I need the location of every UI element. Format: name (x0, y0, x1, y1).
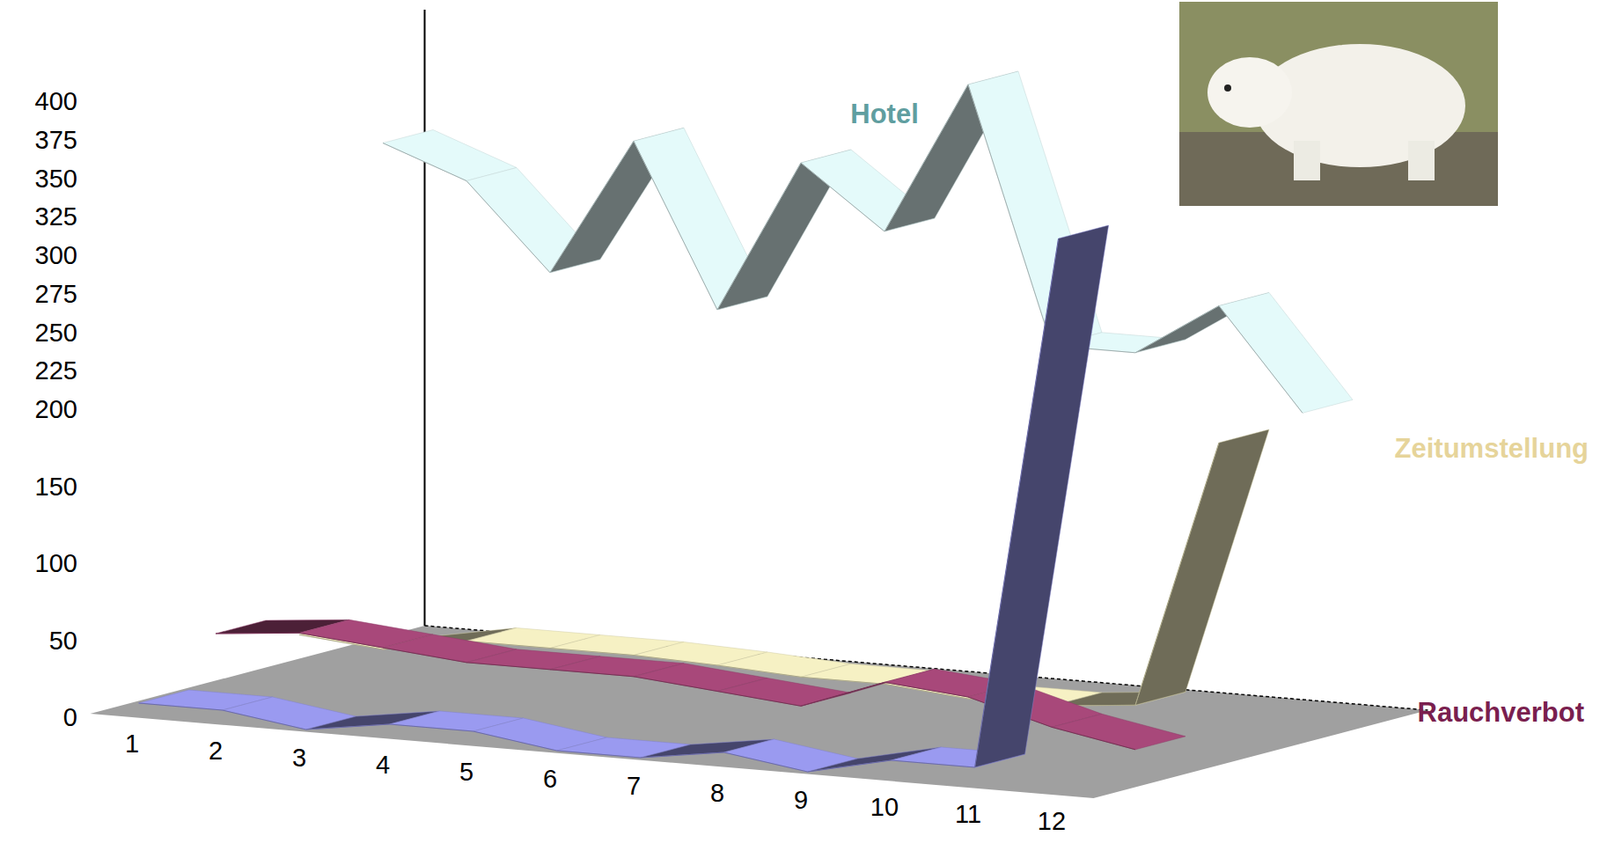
plot-area (139, 71, 1353, 772)
ribbon-edge (382, 84, 1303, 413)
x-tick-label: 10 (870, 792, 899, 822)
photo-bg (1179, 1, 1498, 206)
x-tick-label: 2 (208, 736, 223, 765)
x-tick-label: 7 (626, 771, 641, 800)
photo-bear (1408, 140, 1435, 181)
ribbon-edge (299, 442, 1219, 706)
ribbon-segment (1135, 429, 1270, 705)
x-tick-label: 11 (954, 800, 982, 829)
x-tick-label: 12 (1037, 807, 1066, 836)
y-tick-label: 350 (35, 164, 78, 193)
x-tick-label: 1 (124, 729, 140, 758)
y-tick-label: 200 (35, 395, 78, 424)
series-ribbon (299, 429, 1270, 706)
y-tick-label: 100 (35, 549, 78, 578)
chart: 0501001502002252502753003253503754001234… (0, 0, 1600, 858)
y-tick-label: 275 (35, 279, 78, 309)
series-ribbon (139, 225, 1109, 772)
floor (90, 625, 1429, 799)
ribbon-segment (975, 225, 1109, 768)
axis-line (424, 9, 426, 626)
y-tick-label: 225 (35, 356, 78, 385)
y-tick-label: 400 (35, 87, 78, 116)
series-label: Hotel (850, 98, 919, 130)
x-tick-label: 9 (793, 785, 808, 815)
floor-edge (425, 625, 1429, 711)
series-label: Rauchverbot (1417, 697, 1585, 728)
ribbon-segment (1051, 713, 1186, 750)
y-tick-label: 250 (35, 318, 78, 347)
ribbon-edge (139, 238, 1059, 772)
x-tick-label: 4 (375, 750, 390, 779)
ribbon-segment (717, 678, 852, 707)
y-tick-label: 50 (49, 626, 78, 655)
y-tick-label: 375 (35, 125, 78, 155)
x-tick-label: 5 (459, 757, 474, 786)
y-tick-label: 325 (35, 202, 78, 231)
photo (1179, 1, 1498, 206)
photo-bear (1207, 57, 1292, 128)
y-tick-label: 150 (35, 472, 78, 501)
x-tick-label: 3 (292, 743, 307, 772)
y-tick-label: 300 (35, 241, 78, 270)
ribbon-segment (1218, 293, 1353, 414)
x-tick-label: 6 (543, 764, 558, 793)
x-tick-label: 8 (710, 778, 725, 808)
series-label: Zeitumstellung (1394, 433, 1589, 464)
y-tick-label: 0 (63, 703, 78, 732)
photo-bear (1293, 140, 1321, 181)
photo-bear (1224, 84, 1232, 92)
